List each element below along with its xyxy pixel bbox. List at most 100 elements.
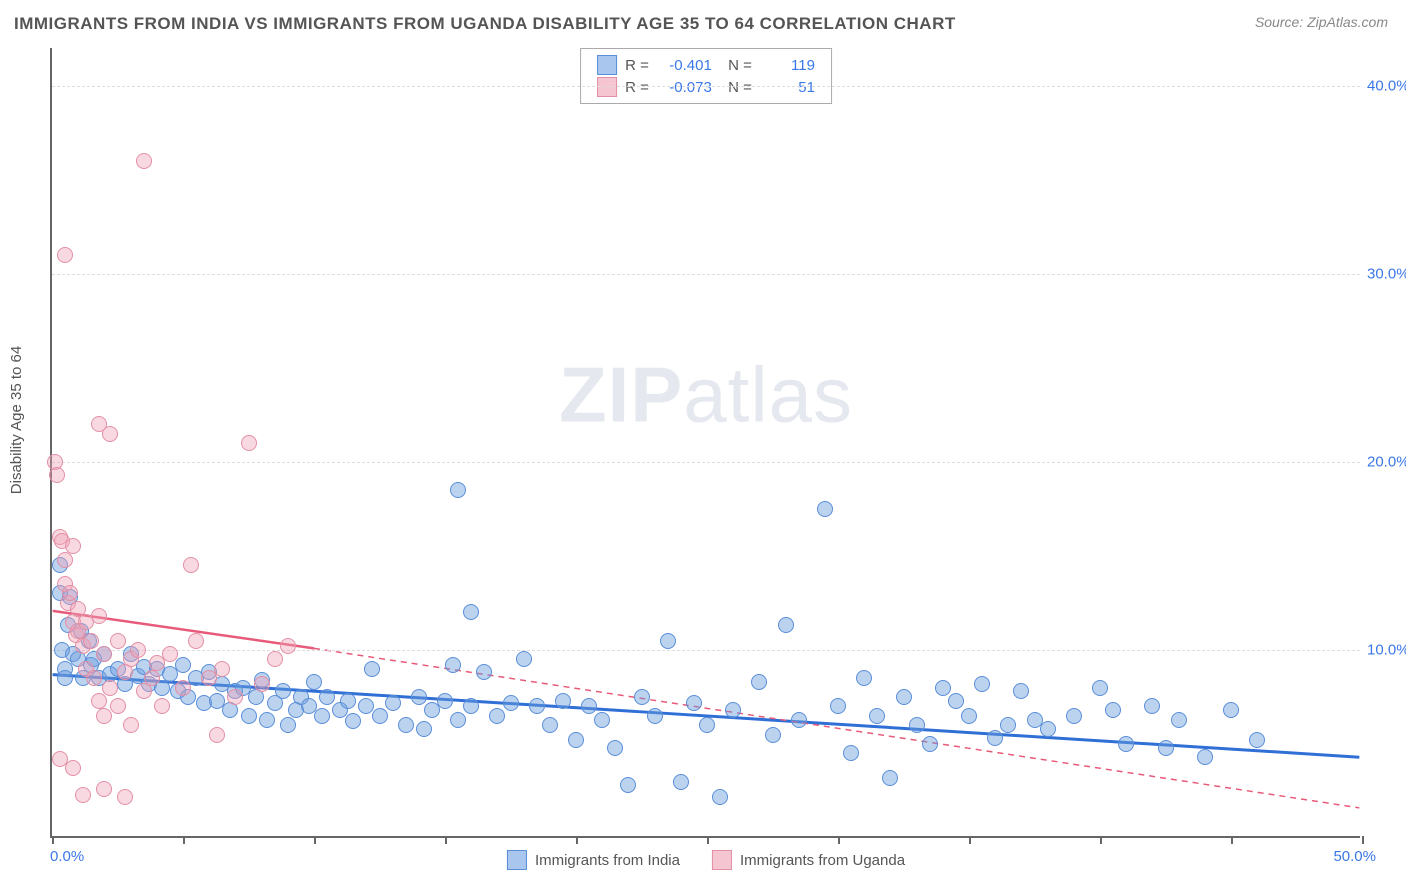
point-uganda [86,670,102,686]
x-tick [838,836,840,844]
x-tick [445,836,447,844]
correlation-chart: IMMIGRANTS FROM INDIA VS IMMIGRANTS FROM… [0,0,1406,892]
point-india [712,789,728,805]
point-uganda [183,557,199,573]
y-axis-title: Disability Age 35 to 64 [8,346,25,494]
point-india [314,708,330,724]
x-tick [1362,836,1364,844]
point-india [345,713,361,729]
point-uganda [96,646,112,662]
point-india [620,777,636,793]
point-india [647,708,663,724]
point-india [751,674,767,690]
point-india [340,693,356,709]
point-india [791,712,807,728]
point-uganda [188,633,204,649]
stat-row-india: R = -0.401 N = 119 [597,54,815,76]
point-uganda [49,467,65,483]
series-legend: Immigrants from India Immigrants from Ug… [507,850,905,870]
point-uganda [65,538,81,554]
y-tick-label: 10.0% [1367,641,1406,658]
point-uganda [57,247,73,263]
point-india [385,695,401,711]
point-uganda [91,693,107,709]
point-india [830,698,846,714]
n-value-uganda: 51 [760,79,815,96]
point-india [411,689,427,705]
point-uganda [227,689,243,705]
point-india [306,674,322,690]
legend-swatch-uganda [712,850,732,870]
point-india [909,717,925,733]
point-india [516,651,532,667]
legend-label-india: Immigrants from India [535,852,680,869]
legend-swatch-india [507,850,527,870]
r-value-uganda: -0.073 [657,79,712,96]
point-india [660,633,676,649]
point-india [1171,712,1187,728]
point-india [607,740,623,756]
point-uganda [62,585,78,601]
chart-title: IMMIGRANTS FROM INDIA VS IMMIGRANTS FROM… [14,14,956,34]
point-india [634,689,650,705]
plot-area: ZIPatlas R = -0.401 N = 119 R = -0.073 N… [50,48,1360,838]
point-india [974,676,990,692]
point-india [725,702,741,718]
y-tick-label: 30.0% [1367,265,1406,282]
point-uganda [175,680,191,696]
legend-uganda: Immigrants from Uganda [712,850,905,870]
point-india [1158,740,1174,756]
point-india [259,712,275,728]
legend-label-uganda: Immigrants from Uganda [740,852,905,869]
point-uganda [110,633,126,649]
point-uganda [65,760,81,776]
x-tick [1100,836,1102,844]
point-india [594,712,610,728]
point-india [57,670,73,686]
gridline [52,650,1360,651]
point-uganda [91,608,107,624]
stat-swatch-uganda [597,77,617,97]
point-uganda [241,435,257,451]
point-india [1040,721,1056,737]
point-uganda [254,676,270,692]
legend-india: Immigrants from India [507,850,680,870]
point-uganda [117,789,133,805]
point-india [856,670,872,686]
point-india [778,617,794,633]
point-india [463,698,479,714]
point-india [1118,736,1134,752]
correlation-stats-box: R = -0.401 N = 119 R = -0.073 N = 51 [580,48,832,104]
point-india [843,745,859,761]
r-value-india: -0.401 [657,57,712,74]
point-india [961,708,977,724]
point-uganda [130,642,146,658]
y-tick-label: 20.0% [1367,453,1406,470]
point-india [450,712,466,728]
point-india [1092,680,1108,696]
point-uganda [154,698,170,714]
point-india [935,680,951,696]
gridline [52,462,1360,463]
point-uganda [123,717,139,733]
point-india [922,736,938,752]
point-india [568,732,584,748]
stat-swatch-india [597,55,617,75]
point-india [699,717,715,733]
watermark: ZIPatlas [559,349,853,440]
point-india [673,774,689,790]
point-india [987,730,1003,746]
point-uganda [96,781,112,797]
point-uganda [209,727,225,743]
point-india [175,657,191,673]
point-uganda [136,153,152,169]
point-uganda [102,426,118,442]
source-label: Source: ZipAtlas.com [1255,14,1388,30]
point-india [581,698,597,714]
point-uganda [75,787,91,803]
point-india [1066,708,1082,724]
x-tick [707,836,709,844]
point-india [416,721,432,737]
x-tick [183,836,185,844]
point-uganda [280,638,296,654]
